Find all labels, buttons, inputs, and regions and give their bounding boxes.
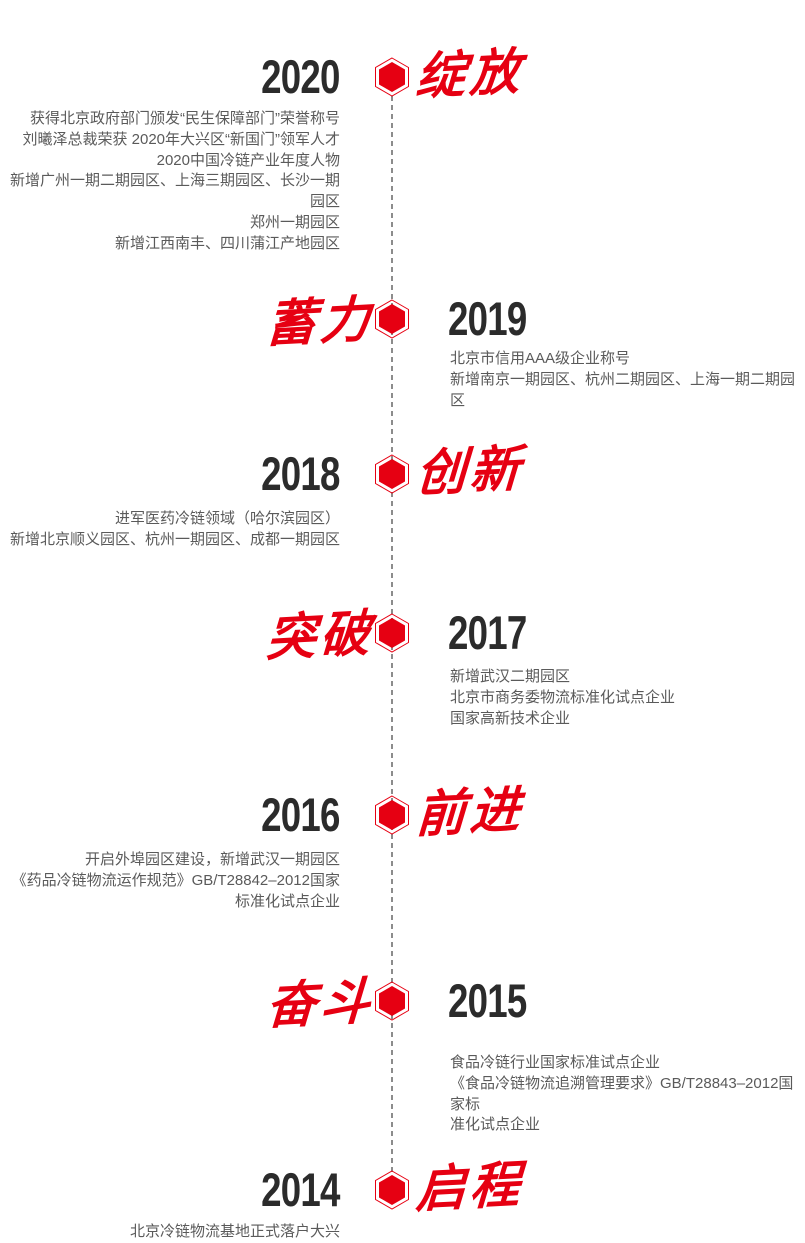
- description-line: 2020中国冷链产业年度人物: [156, 151, 340, 169]
- year-label: 2018: [261, 447, 341, 500]
- year-label: 2019: [448, 292, 527, 345]
- event-description: 开启外埠园区建设，新增武汉一期园区 《药品冷链物流运作规范》GB/T28842–…: [0, 850, 340, 912]
- event-description: 新增武汉二期园区 北京市商务委物流标准化试点企业 国家高新技术企业: [450, 667, 802, 729]
- hexagon-marker-icon: [375, 1170, 409, 1210]
- description-line: 《食品冷链物流追溯管理要求》GB/T28843–2012国家标: [450, 1074, 794, 1113]
- event-description: 北京冷链物流基地正式落户大兴: [0, 1222, 340, 1243]
- milestone-word: 前进: [414, 781, 526, 844]
- description-line: 新增北京顺义园区、杭州一期园区、成都一期园区: [9, 530, 340, 548]
- description-line: 刘曦泽总裁荣获 2020年大兴区“新国门”领军人才: [22, 130, 340, 148]
- description-line: 国家高新技术企业: [450, 709, 571, 727]
- description-line: 北京冷链物流基地正式落户大兴: [129, 1223, 340, 1240]
- description-line: 北京市信用AAA级企业称号: [450, 350, 631, 367]
- hexagon-marker-icon: [375, 795, 409, 835]
- event-description: 获得北京政府部门颁发“民生保障部门”荣誉称号 刘曦泽总裁荣获 2020年大兴区“…: [0, 109, 340, 255]
- event-description: 食品冷链行业国家标准试点企业 《食品冷链物流追溯管理要求》GB/T28843–2…: [450, 1053, 802, 1136]
- milestone-word: 蓄力: [264, 290, 376, 353]
- description-line: 标准化试点企业: [234, 892, 340, 910]
- year-label: 2014: [261, 1163, 341, 1216]
- description-line: 新增武汉二期园区: [450, 668, 571, 685]
- description-line: 获得北京政府部门颁发“民生保障部门”荣誉称号: [30, 110, 340, 127]
- year-label: 2017: [448, 606, 527, 659]
- description-line: 进军医药冷链领域（哈尔滨园区）: [114, 510, 340, 527]
- hexagon-marker-icon: [375, 613, 409, 653]
- year-label: 2020: [261, 50, 341, 103]
- hexagon-marker-icon: [375, 981, 409, 1021]
- description-line: 新增广州一期二期园区、上海三期园区、长沙一期园区: [9, 172, 340, 211]
- description-line: 北京市商务委物流标准化试点企业: [450, 688, 676, 706]
- description-line: 食品冷链行业国家标准试点企业: [450, 1054, 661, 1071]
- hexagon-marker-icon: [375, 57, 409, 97]
- milestone-word: 启程: [414, 1156, 526, 1219]
- description-line: 新增南京一期园区、杭州二期园区、上海一期二期园区: [450, 370, 796, 409]
- description-line: 开启外埠园区建设，新增武汉一期园区: [84, 851, 340, 868]
- event-description: 进军医药冷链领域（哈尔滨园区） 新增北京顺义园区、杭州一期园区、成都一期园区: [0, 509, 340, 551]
- milestone-word: 绽放: [414, 43, 526, 106]
- hexagon-marker-icon: [375, 454, 409, 494]
- milestone-word: 突破: [264, 604, 376, 667]
- description-line: 《药品冷链物流运作规范》GB/T28842–2012国家: [11, 871, 340, 889]
- description-line: 新增江西南丰、四川蒲江产地园区: [114, 234, 340, 252]
- hexagon-marker-icon: [375, 299, 409, 339]
- event-description: 北京市信用AAA级企业称号 新增南京一期园区、杭州二期园区、上海一期二期园区: [450, 349, 802, 411]
- year-label: 2016: [261, 788, 341, 841]
- milestone-word: 奋斗: [264, 972, 376, 1035]
- description-line: 准化试点企业: [450, 1116, 541, 1134]
- year-label: 2015: [448, 974, 527, 1027]
- description-line: 郑州一期园区: [249, 213, 340, 231]
- milestone-word: 创新: [414, 440, 526, 503]
